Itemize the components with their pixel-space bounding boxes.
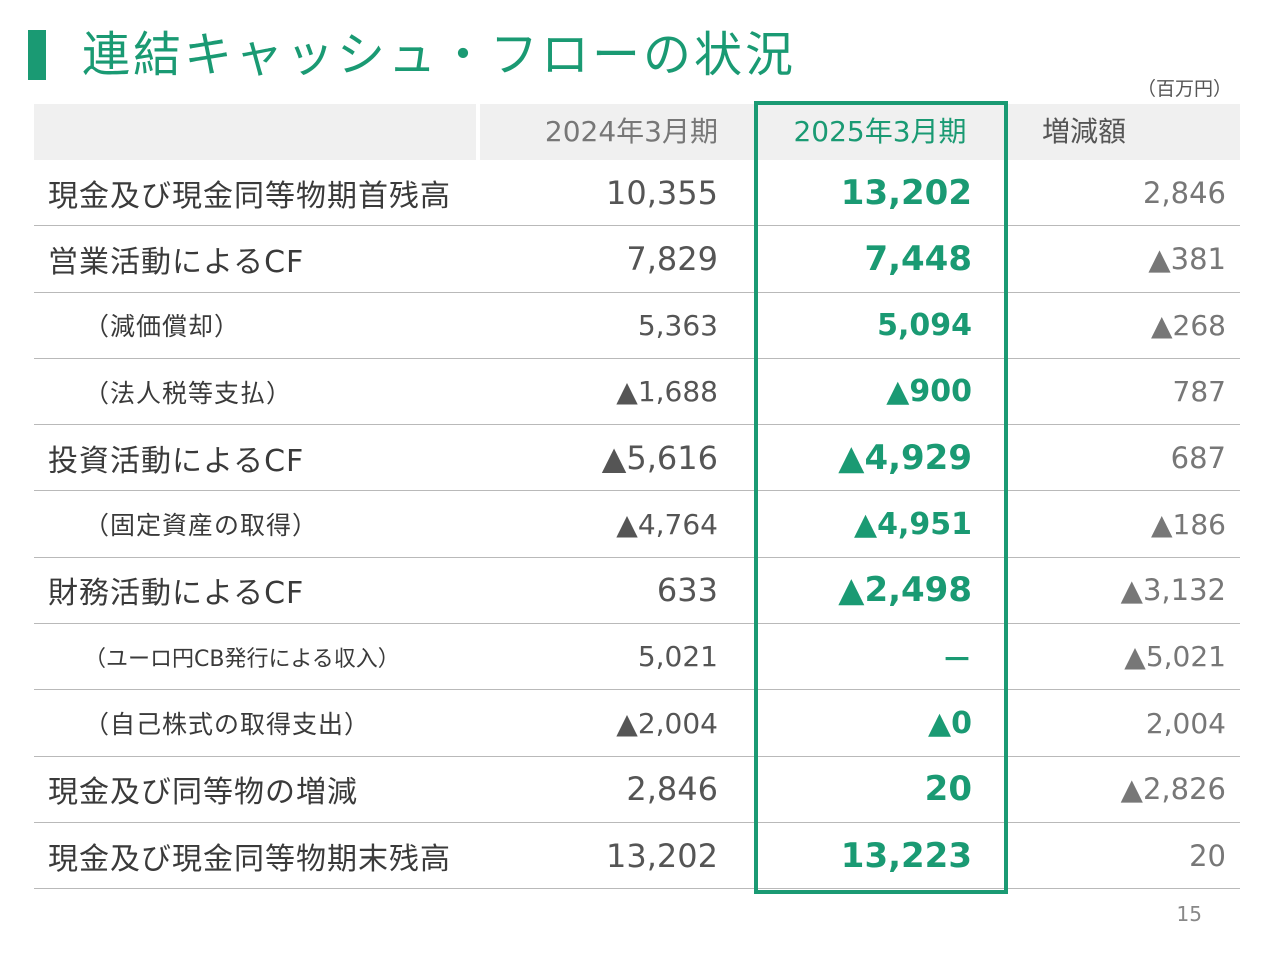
row-label: （減価償却） xyxy=(84,312,241,342)
value-2024: 7,829 xyxy=(626,239,718,278)
value-2024: 5,021 xyxy=(637,640,718,674)
value-change: 687 xyxy=(1170,440,1226,475)
value-change: ▲186 xyxy=(1151,507,1226,541)
value-2024: ▲1,688 xyxy=(616,375,718,409)
table-row: 現金及び現金同等物期首残高 10,355 13,202 2,846 xyxy=(34,160,1240,227)
value-2025: 20 xyxy=(924,769,972,810)
value-change: ▲2,826 xyxy=(1120,772,1226,807)
value-2025: ▲4,951 xyxy=(854,506,972,542)
value-2025: ▲0 xyxy=(928,705,972,741)
value-2025: ▲900 xyxy=(886,374,972,410)
value-2024: 2,846 xyxy=(626,770,718,809)
value-change: 787 xyxy=(1172,375,1226,409)
cashflow-table: 2024年3月期 2025年3月期 増減額 現金及び現金同等物期首残高 10,3… xyxy=(34,104,1240,890)
value-2025: 5,094 xyxy=(877,307,972,343)
value-2024: ▲5,616 xyxy=(601,438,718,477)
value-change: ▲5,021 xyxy=(1124,640,1226,674)
row-label: 財務活動によるCF xyxy=(48,576,305,612)
value-2024: 633 xyxy=(656,571,718,610)
table-row: 投資活動によるCF ▲5,616 ▲4,929 687 xyxy=(34,425,1240,492)
value-change: ▲268 xyxy=(1151,308,1226,342)
header-separator xyxy=(476,104,480,160)
value-2024: ▲2,004 xyxy=(616,706,718,740)
value-2024: 5,363 xyxy=(637,308,718,342)
table-row: 現金及び同等物の増減 2,846 20 ▲2,826 xyxy=(34,757,1240,823)
table-row: （固定資産の取得） ▲4,764 ▲4,951 ▲186 xyxy=(34,491,1240,558)
value-change: ▲3,132 xyxy=(1120,573,1226,608)
value-2024: ▲4,764 xyxy=(616,507,718,541)
table-row: 財務活動によるCF 633 ▲2,498 ▲3,132 xyxy=(34,558,1240,625)
value-2025: ▲2,498 xyxy=(838,570,972,611)
row-label: 投資活動によるCF xyxy=(48,443,305,479)
page-number: 15 xyxy=(1176,902,1202,926)
row-label: （ユーロ円CB発行による収入） xyxy=(84,646,400,672)
value-2025: 13,223 xyxy=(840,835,972,876)
column-header-change: 増減額 xyxy=(1041,115,1126,148)
value-2025: ▲4,929 xyxy=(838,437,972,478)
page-title: 連結キャッシュ・フローの状況 xyxy=(82,27,797,83)
row-label: 現金及び同等物の増減 xyxy=(48,775,358,811)
row-label: （自己株式の取得支出） xyxy=(84,710,371,740)
row-label: （法人税等支払） xyxy=(84,378,293,408)
value-change: 2,004 xyxy=(1145,706,1226,740)
table-row: 営業活動によるCF 7,829 7,448 ▲381 xyxy=(34,226,1240,293)
table-row: （法人税等支払） ▲1,688 ▲900 787 xyxy=(34,359,1240,426)
column-header-2025: 2025年3月期 xyxy=(793,115,967,148)
value-2024: 10,355 xyxy=(606,173,718,212)
value-2025: 13,202 xyxy=(840,172,972,213)
value-2025: 7,448 xyxy=(864,238,972,279)
table-row: （ユーロ円CB発行による収入） 5,021 － ▲5,021 xyxy=(34,624,1240,691)
table-row: （減価償却） 5,363 5,094 ▲268 xyxy=(34,293,1240,359)
value-change: 20 xyxy=(1189,838,1226,873)
value-change: 2,846 xyxy=(1142,175,1226,210)
table-row: 現金及び現金同等物期末残高 13,202 13,223 20 xyxy=(34,823,1240,890)
column-header-2024: 2024年3月期 xyxy=(544,115,718,148)
row-label: 現金及び現金同等物期首残高 xyxy=(48,178,451,214)
value-2024: 13,202 xyxy=(606,836,718,875)
value-change: ▲381 xyxy=(1148,241,1226,276)
table-header-row: 2024年3月期 2025年3月期 増減額 xyxy=(34,104,1240,160)
title-accent-bar xyxy=(28,30,46,80)
row-label: 現金及び現金同等物期末残高 xyxy=(48,841,451,877)
value-2025: － xyxy=(942,642,972,678)
unit-label: （百万円） xyxy=(1136,78,1232,100)
row-label: （固定資産の取得） xyxy=(84,511,319,541)
table-row: （自己株式の取得支出） ▲2,004 ▲0 2,004 xyxy=(34,690,1240,757)
row-label: 営業活動によるCF xyxy=(48,244,305,280)
